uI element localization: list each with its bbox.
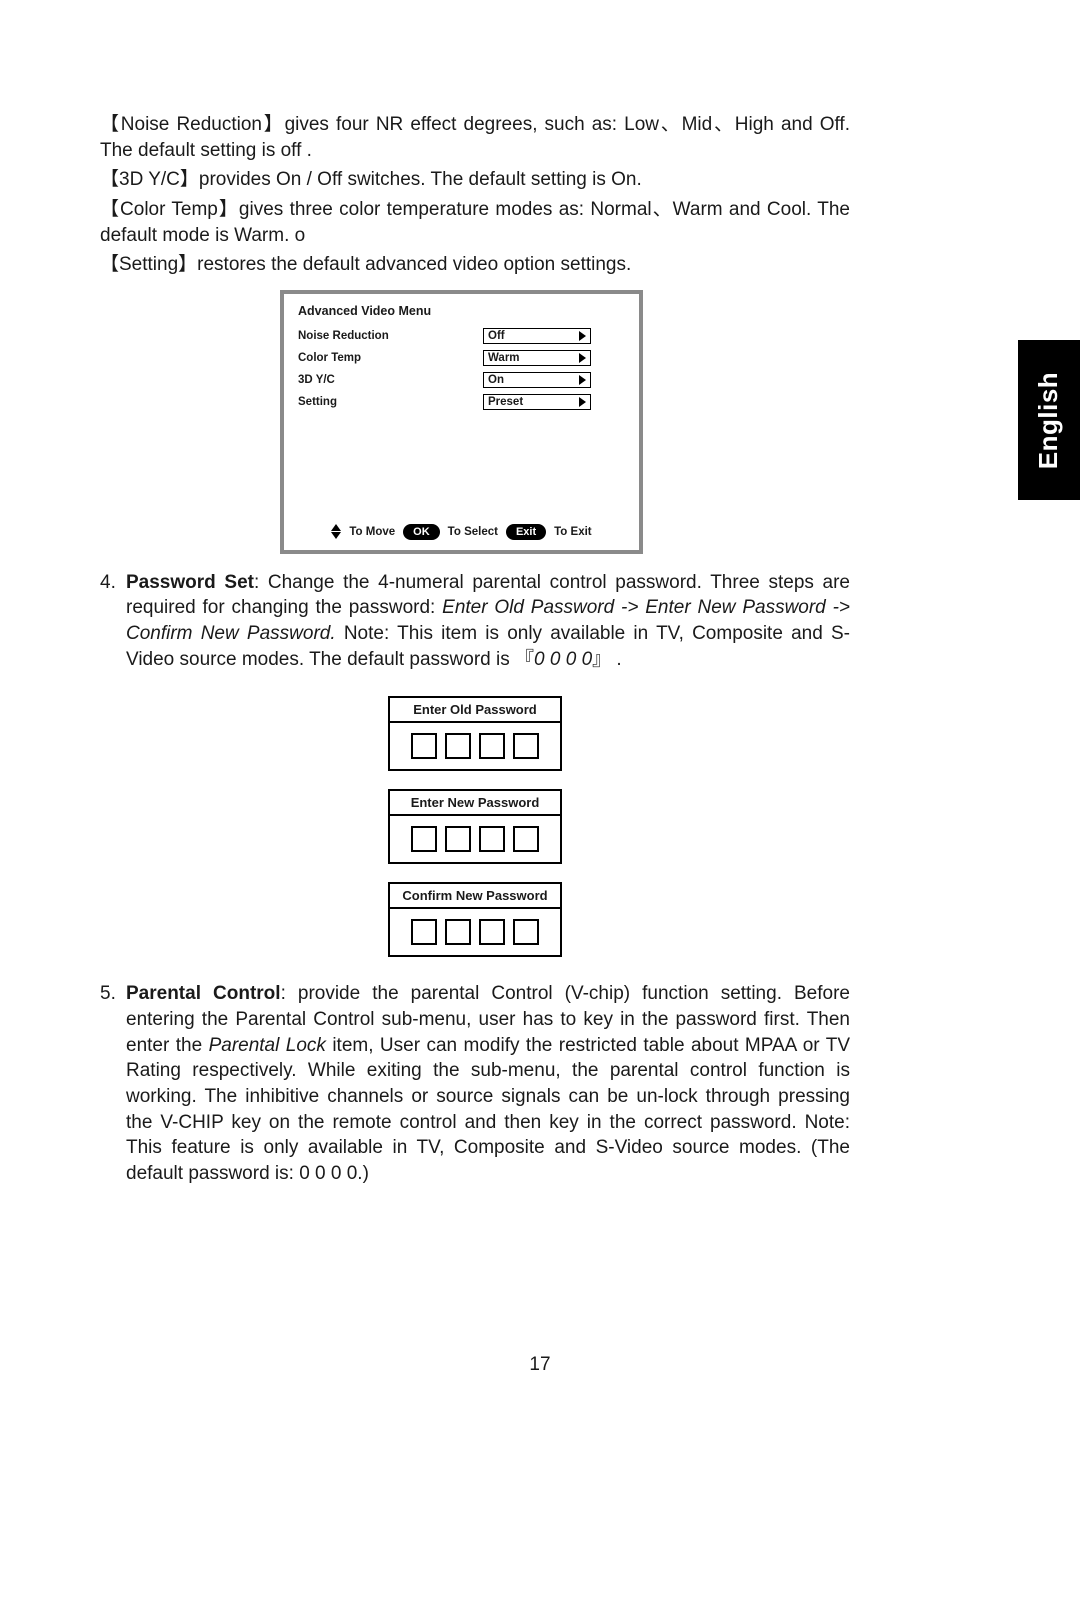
pw-cell[interactable] [445,733,471,759]
language-tab: English [1018,340,1080,500]
osd-footer: To Move OK To Select Exit To Exit [284,516,639,550]
pw-cell[interactable] [513,919,539,945]
osd-value-text: On [488,374,504,386]
pw-box-old: Enter Old Password [388,696,562,771]
exit-button[interactable]: Exit [506,524,546,540]
osd-label: Setting [298,396,483,408]
osd-label: Color Temp [298,352,483,364]
intro-setting: 【Setting】restores the default advanced v… [100,252,850,278]
osd-label: Noise Reduction [298,330,483,342]
page-content: 【Noise Reduction】gives four NR effect de… [100,112,850,1187]
pw-cells [390,909,560,955]
item-text: Parental Control: provide the parental C… [126,981,850,1186]
item-4-default-pw: 0 0 0 0 [534,649,592,670]
item-4: 4. Password Set: Change the 4-numeral pa… [100,570,850,673]
footer-to-exit: To Exit [554,526,591,538]
pw-cells [390,723,560,769]
item-number: 4. [100,570,126,673]
pw-cell[interactable] [479,919,505,945]
triangle-down-icon [331,532,341,539]
item-5-parental-lock: Parental Lock [209,1035,326,1056]
osd-value: On [483,372,591,388]
pw-cell[interactable] [411,733,437,759]
osd-value-text: Warm [488,352,520,364]
updown-icon [331,524,341,539]
item-text: Password Set: Change the 4-numeral paren… [126,570,850,673]
item-5-title: Parental Control [126,983,281,1004]
page-number: 17 [0,1354,1080,1376]
intro-block: 【Noise Reduction】gives four NR effect de… [100,112,850,278]
pw-cell[interactable] [411,919,437,945]
pw-cell[interactable] [445,826,471,852]
osd-row-setting[interactable]: Setting Preset [298,394,625,410]
pw-box-new: Enter New Password [388,789,562,864]
osd-advanced-video-menu: Advanced Video Menu Noise Reduction Off … [280,290,643,554]
osd-label: 3D Y/C [298,374,483,386]
footer-to-select: To Select [448,526,498,538]
pw-cell[interactable] [445,919,471,945]
osd-value: Preset [483,394,591,410]
pw-cell[interactable] [411,826,437,852]
pw-cell[interactable] [513,733,539,759]
item-5: 5. Parental Control: provide the parenta… [100,981,850,1186]
osd-row-color-temp[interactable]: Color Temp Warm [298,350,625,366]
item-number: 5. [100,981,126,1186]
osd-value-text: Preset [488,396,523,408]
triangle-right-icon [579,331,586,341]
pw-title-confirm: Confirm New Password [390,884,560,909]
triangle-right-icon [579,397,586,407]
language-tab-label: English [1034,371,1065,468]
triangle-right-icon [579,375,586,385]
pw-title-new: Enter New Password [390,791,560,816]
pw-cells [390,816,560,862]
osd-row-noise-reduction[interactable]: Noise Reduction Off [298,328,625,344]
item-5-body-b: item, User can modify the restricted tab… [126,1035,850,1184]
pw-cell[interactable] [479,826,505,852]
password-stack: Enter Old Password Enter New Password Co… [100,696,850,957]
pw-cell[interactable] [513,826,539,852]
intro-color-temp: 【Color Temp】gives three color temperatur… [100,197,850,248]
osd-value-text: Off [488,330,505,342]
pw-title-old: Enter Old Password [390,698,560,723]
item-4-body-c: 』 . [592,649,622,670]
osd-value: Off [483,328,591,344]
osd-value: Warm [483,350,591,366]
osd-title: Advanced Video Menu [298,304,625,318]
triangle-up-icon [331,524,341,531]
footer-to-move: To Move [349,526,395,538]
osd-row-3d-yc[interactable]: 3D Y/C On [298,372,625,388]
intro-3d-yc: 【3D Y/C】provides On / Off switches. The … [100,167,850,193]
pw-cell[interactable] [479,733,505,759]
intro-noise-reduction: 【Noise Reduction】gives four NR effect de… [100,112,850,163]
triangle-right-icon [579,353,586,363]
item-4-title: Password Set [126,572,254,593]
pw-box-confirm: Confirm New Password [388,882,562,957]
ok-button[interactable]: OK [403,524,440,540]
